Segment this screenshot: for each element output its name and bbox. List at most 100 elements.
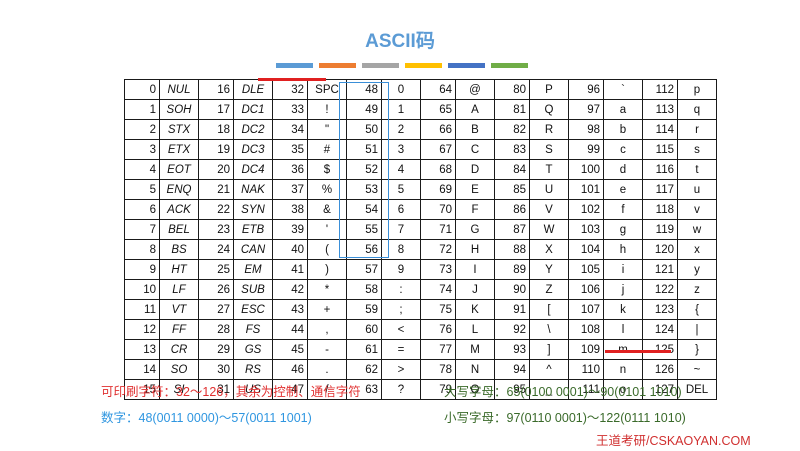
ascii-code-cell: 6	[124, 199, 160, 220]
ascii-char-cell: {	[677, 299, 717, 320]
table-row: 6 ACK 22 SYN 38 & 54 6 70 F 86 V 102 f 118 v	[124, 199, 717, 220]
ascii-code-cell: 126	[642, 359, 678, 380]
ascii-char-cell: )	[307, 259, 347, 280]
ascii-code-cell: 43	[272, 299, 308, 320]
ascii-char-cell: g	[603, 219, 643, 240]
ascii-char-cell: 9	[381, 259, 421, 280]
ascii-code-cell: 108	[568, 319, 604, 340]
printable-end-marker	[605, 350, 671, 353]
ascii-char-cell: Y	[529, 259, 569, 280]
ascii-code-cell: 23	[198, 219, 234, 240]
ascii-code-cell: 27	[198, 299, 234, 320]
ascii-code-cell: 81	[494, 99, 530, 120]
ascii-code-cell: 47	[272, 379, 308, 400]
ascii-code-cell: 111	[568, 379, 604, 400]
ascii-char-cell: ;	[381, 299, 421, 320]
ascii-code-cell: 16	[198, 79, 234, 100]
ascii-code-cell: 42	[272, 279, 308, 300]
ascii-code-cell: 44	[272, 319, 308, 340]
ascii-char-cell: BEL	[159, 219, 199, 240]
ascii-char-cell: U	[529, 179, 569, 200]
ascii-code-cell: 104	[568, 239, 604, 260]
ascii-char-cell: ^	[529, 359, 569, 380]
ascii-code-cell: 117	[642, 179, 678, 200]
ascii-code-cell: 8	[124, 239, 160, 260]
ascii-char-cell: M	[455, 339, 495, 360]
ascii-char-cell: _	[529, 379, 569, 400]
ascii-char-cell: STX	[159, 119, 199, 140]
table-row: 14 SO 30 RS 46. 62 >78 N 94 ^ 110 n 126 ~	[124, 359, 717, 380]
ascii-code-cell: 105	[568, 259, 604, 280]
ascii-code-cell: 109	[568, 339, 604, 360]
ascii-code-cell: 10	[124, 279, 160, 300]
ascii-char-cell: I	[455, 259, 495, 280]
ascii-char-cell: k	[603, 299, 643, 320]
ascii-code-cell: 124	[642, 319, 678, 340]
ascii-code-cell: 65	[420, 99, 456, 120]
ascii-code-cell: 33	[272, 99, 308, 120]
ascii-char-cell: N	[455, 359, 495, 380]
title-decoration-bar	[276, 63, 528, 68]
ascii-code-cell: 59	[346, 299, 382, 320]
ascii-char-cell: E	[455, 179, 495, 200]
ascii-char-cell: CAN	[233, 239, 273, 260]
table-row: 1 SOH 17 DC1 33! 49 1 65 A 81 Q 97 a 113 q	[124, 99, 717, 120]
ascii-code-cell: 45	[272, 339, 308, 360]
ascii-code-cell: 0	[124, 79, 160, 100]
ascii-code-cell: 76	[420, 319, 456, 340]
ascii-char-cell: r	[677, 119, 717, 140]
ascii-code-cell: 18	[198, 119, 234, 140]
uppercase-range-note: 大写字母：65(0100 0001)～90(0101 1010)	[444, 385, 682, 399]
ascii-char-cell: v	[677, 199, 717, 220]
ascii-code-cell: 70	[420, 199, 456, 220]
decoration-segment	[448, 63, 485, 68]
ascii-code-cell: 123	[642, 299, 678, 320]
ascii-code-cell: 14	[124, 359, 160, 380]
ascii-code-cell: 91	[494, 299, 530, 320]
ascii-code-cell: 113	[642, 99, 678, 120]
ascii-char-cell: BS	[159, 239, 199, 260]
ascii-code-cell: 63	[346, 379, 382, 400]
ascii-code-cell: 20	[198, 159, 234, 180]
ascii-char-cell: y	[677, 259, 717, 280]
ascii-code-cell: 4	[124, 159, 160, 180]
ascii-code-cell: 19	[198, 139, 234, 160]
ascii-char-cell: t	[677, 159, 717, 180]
ascii-char-cell: T	[529, 159, 569, 180]
ascii-char-cell: X	[529, 239, 569, 260]
ascii-code-cell: 75	[420, 299, 456, 320]
printable-range-note: 可印刷字符：32～126，其余为控制、通信字符	[101, 385, 361, 399]
ascii-char-cell: SOH	[159, 99, 199, 120]
ascii-code-cell: 58	[346, 279, 382, 300]
ascii-code-cell: 72	[420, 239, 456, 260]
ascii-char-cell: c	[603, 139, 643, 160]
ascii-code-cell: 74	[420, 279, 456, 300]
ascii-char-cell: a	[603, 99, 643, 120]
printable-start-marker	[258, 78, 326, 81]
ascii-char-cell: i	[603, 259, 643, 280]
ascii-code-cell: 68	[420, 159, 456, 180]
digits-range-note: 数字：48(0011 0000)～57(0011 1001)	[101, 411, 312, 425]
ascii-code-cell: 93	[494, 339, 530, 360]
ascii-code-cell: 88	[494, 239, 530, 260]
ascii-char-cell: SO	[159, 359, 199, 380]
ascii-code-cell: 115	[642, 139, 678, 160]
ascii-code-cell: 78	[420, 359, 456, 380]
ascii-code-cell: 114	[642, 119, 678, 140]
ascii-char-cell: x	[677, 239, 717, 260]
ascii-char-cell: R	[529, 119, 569, 140]
ascii-char-cell: HT	[159, 259, 199, 280]
ascii-char-cell: |	[677, 319, 717, 340]
ascii-char-cell: RS	[233, 359, 273, 380]
ascii-code-cell: 80	[494, 79, 530, 100]
ascii-char-cell: h	[603, 239, 643, 260]
brand-footer: 王道考研/CSKAOYAN.COM	[596, 434, 751, 448]
ascii-char-cell: EOT	[159, 159, 199, 180]
ascii-code-cell: 100	[568, 159, 604, 180]
ascii-char-cell: DC3	[233, 139, 273, 160]
ascii-char-cell: SYN	[233, 199, 273, 220]
table-row: 8 BS 24 CAN 40(56 8 72 H 88 X 104 h 120 x	[124, 239, 717, 260]
ascii-char-cell: `	[603, 79, 643, 100]
ascii-code-cell: 85	[494, 179, 530, 200]
decoration-segment	[405, 63, 442, 68]
